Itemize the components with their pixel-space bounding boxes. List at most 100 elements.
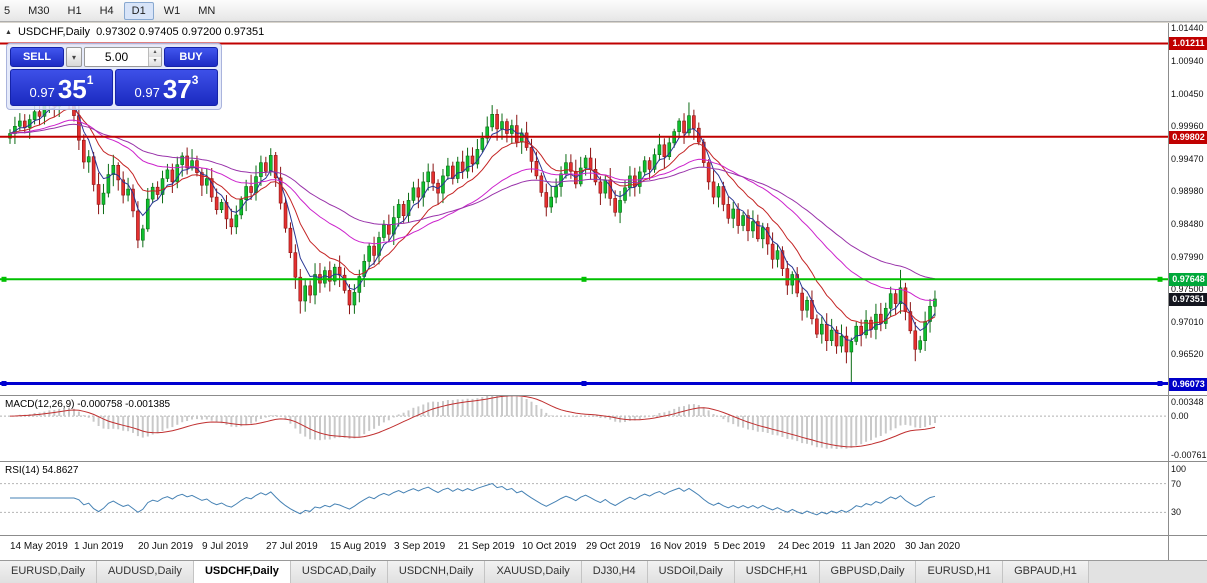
time-axis-label: 11 Jan 2020 [841,541,896,552]
rsi-scale-tick: 100 [1171,464,1187,474]
time-axis-label: 15 Aug 2019 [330,541,387,552]
chart-tab-usdchf-h1[interactable]: USDCHF,H1 [734,561,820,583]
volume-field: ▴ ▾ [84,47,162,67]
sell-price-prefix: 0.97 [29,85,55,100]
time-axis-label: 14 May 2019 [10,541,68,552]
macd-scale-tick: 0.00348 [1171,397,1204,407]
time-axis-label: 10 Oct 2019 [522,541,577,552]
sell-price-big: 35 [57,74,87,104]
moving-average-13-line [9,108,936,325]
timeframe-button-w1[interactable]: W1 [163,4,181,17]
panel-separator [0,535,1207,536]
chart-tab-usdcad-daily[interactable]: USDCAD,Daily [290,561,388,583]
panel-separator[interactable] [0,461,1207,462]
moving-average-55-line [9,123,936,280]
one-click-trading-panel: SELL ▾ ▴ ▾ BUY 0.97 35 1 0.97 37 [6,43,222,110]
time-axis: 14 May 2019 1 Jun 2019 20 Jun 2019 9 Jul 20… [0,536,1168,560]
price-badge-0.97648: 0.97648 [1169,273,1207,286]
volume-decrease-button[interactable]: ▾ [149,57,161,66]
timeframe-button-mn[interactable]: MN [198,4,216,17]
chart-tab-eurusd-h1[interactable]: EURUSD,H1 [916,561,1004,583]
timeframe-button-h1[interactable]: H1 [67,4,82,17]
buy-button[interactable]: BUY [164,47,218,67]
macd-panel[interactable] [0,396,1168,460]
chart-tab-dj30-h4[interactable]: DJ30,H4 [581,561,648,583]
chart-tab-eurusd-daily[interactable]: EURUSD,Daily [0,561,97,583]
macd-label: MACD(12,26,9) -0.000758 -0.001385 [5,399,171,410]
time-axis-label: 5 Dec 2019 [714,541,766,552]
time-axis-label: 29 Oct 2019 [586,541,641,552]
macd-scale-tick: -0.00761 [1171,450,1207,460]
price-scale[interactable]: 1.01440 1.00940 1.00450 0.99960 0.99470 0.989… [1168,23,1207,560]
line-handle[interactable] [1,381,7,386]
sell-price-box[interactable]: 0.97 35 1 [10,69,113,106]
collapse-chart-icon[interactable]: ▲ [5,28,12,36]
timeframe-button-m30[interactable]: M30 [28,4,50,17]
price-scale-tick: 0.98980 [1171,186,1204,196]
price-scale-tick: 1.00450 [1171,89,1204,99]
time-axis-label: 30 Jan 2020 [905,541,961,552]
time-axis-label: 21 Sep 2019 [458,541,515,552]
chevron-down-icon: ▾ [71,52,76,62]
timeframe-button-h4[interactable]: H4 [99,4,114,17]
timeframe-button-5[interactable]: 5 [4,4,11,17]
time-axis-label: 24 Dec 2019 [778,541,835,552]
line-handle[interactable] [1157,276,1163,282]
line-handle[interactable] [581,381,587,386]
chart-symbol-label: USDCHF,Daily [17,26,91,38]
chart-window[interactable]: ▲ USDCHF,Daily 0.97302 0.97405 0.97200 0… [0,23,1207,560]
time-axis-label: 9 Jul 2019 [202,541,249,552]
moving-average-34-line [9,119,936,301]
chart-header: ▲ USDCHF,Daily 0.97302 0.97405 0.97200 0… [5,26,264,38]
volume-spinner: ▴ ▾ [148,48,161,66]
price-scale-tick: 0.97010 [1171,317,1204,327]
rsi-scale-tick: 30 [1171,507,1182,517]
chart-ohlc-values: 0.97302 0.97405 0.97200 0.97351 [96,26,265,38]
timeframe-button-d1[interactable]: D1 [123,1,154,20]
panel-separator[interactable] [0,395,1207,396]
rsi-label: RSI(14) 54.8627 [5,465,79,476]
chart-tab-usdcnh-daily[interactable]: USDCNH,Daily [387,561,486,583]
buy-price-big: 37 [162,74,192,104]
time-axis-label: 16 Nov 2019 [650,541,707,552]
chart-tab-audusd-daily[interactable]: AUDUSD,Daily [96,561,194,583]
price-badge-1.01211: 1.01211 [1169,37,1207,50]
rsi-scale-tick: 70 [1171,479,1182,489]
rsi-panel[interactable] [0,462,1168,534]
price-scale-tick: 0.98480 [1171,219,1204,229]
volume-increase-button[interactable]: ▴ [149,48,161,57]
macd-signal-line [9,396,936,448]
price-scale-tick: 0.99470 [1171,154,1204,164]
price-scale-tick: 0.99960 [1171,121,1204,131]
macd-scale-tick: 0.00 [1171,411,1189,421]
timeframe-toolbar: 5 M30 H1 H4 D1 W1 MN [0,0,1207,22]
chart-tab-usdchf-daily[interactable]: USDCHF,Daily [193,561,291,583]
price-scale-tick: 1.01440 [1171,23,1204,33]
line-handle[interactable] [581,276,587,282]
time-axis-label: 1 Jun 2019 [74,541,124,552]
rsi-line [10,482,936,516]
chart-tab-xauusd-daily[interactable]: XAUUSD,Daily [485,561,582,583]
time-axis-label: 20 Jun 2019 [138,541,194,552]
time-axis-label: 27 Jul 2019 [266,541,318,552]
volume-input[interactable] [85,48,148,66]
sell-price-sup: 1 [86,73,94,87]
price-badge-0.97351: 0.97351 [1169,293,1207,306]
price-scale-tick: 0.96520 [1171,349,1204,359]
chart-tab-gbpaud-h1[interactable]: GBPAUD,H1 [1003,561,1089,583]
price-scale-tick: 0.97500 [1171,284,1204,294]
buy-price-sup: 3 [191,73,199,87]
line-handle[interactable] [1157,381,1163,386]
chart-tab-usdoil-daily[interactable]: USDOil,Daily [647,561,735,583]
price-scale-tick: 1.00940 [1171,56,1204,66]
line-handle[interactable] [1,276,7,282]
buy-price-box[interactable]: 0.97 37 3 [115,69,218,106]
time-axis-label: 3 Sep 2019 [394,541,446,552]
order-type-dropdown[interactable]: ▾ [66,47,82,67]
moving-average-5-line [9,98,936,341]
chart-tabs-bar: EURUSD,Daily AUDUSD,Daily USDCHF,Daily USDC… [0,560,1207,583]
buy-price-prefix: 0.97 [134,85,160,100]
price-scale-tick: 0.97990 [1171,252,1204,262]
sell-button[interactable]: SELL [10,47,64,67]
chart-tab-gbpusd-daily[interactable]: GBPUSD,Daily [819,561,917,583]
